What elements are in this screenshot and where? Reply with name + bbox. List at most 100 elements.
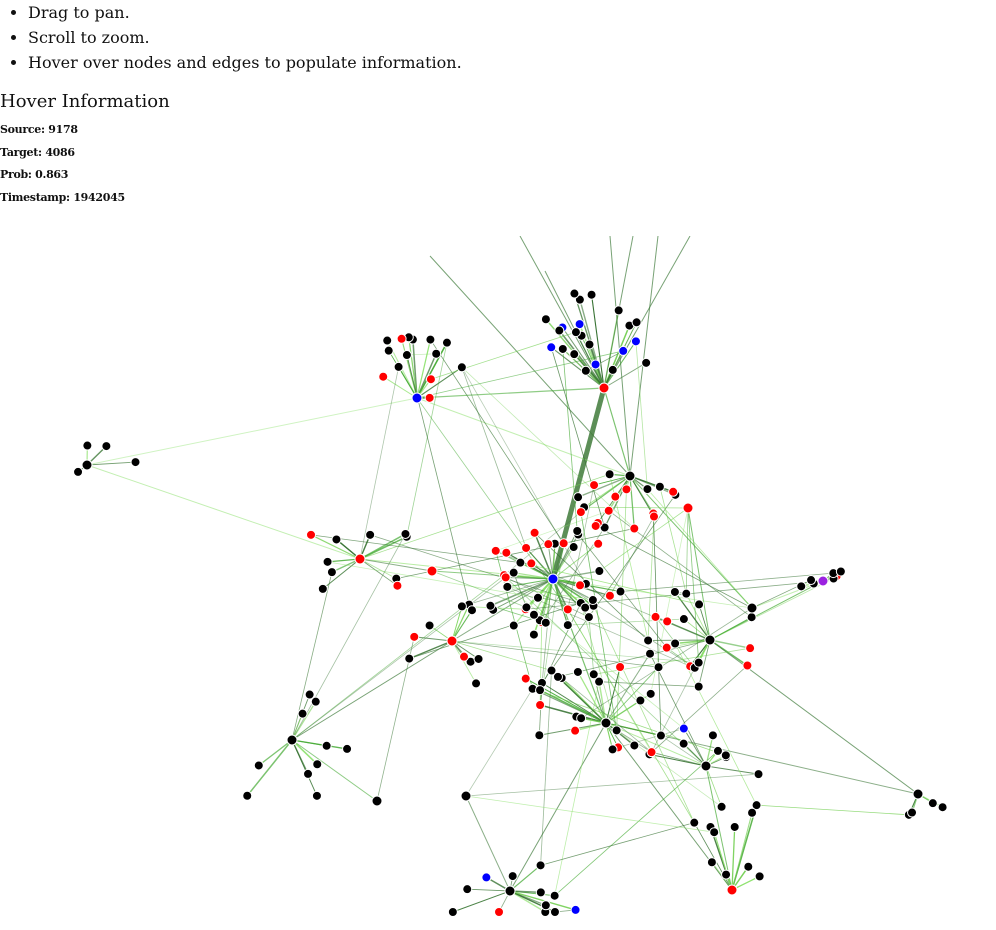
graph-node[interactable] xyxy=(590,359,601,370)
graph-edge[interactable] xyxy=(685,593,711,641)
graph-edge[interactable] xyxy=(408,640,453,660)
graph-edge[interactable] xyxy=(709,578,834,641)
graph-edge[interactable] xyxy=(465,688,533,797)
graph-node[interactable] xyxy=(574,319,585,330)
graph-node[interactable] xyxy=(471,678,482,689)
graph-node[interactable] xyxy=(540,900,551,911)
graph-node[interactable] xyxy=(485,600,496,611)
graph-node[interactable] xyxy=(562,620,573,631)
graph-node[interactable] xyxy=(743,861,754,872)
graph-node[interactable] xyxy=(662,616,673,627)
graph-node[interactable] xyxy=(557,343,568,354)
graph-node[interactable] xyxy=(693,681,704,692)
graph-node[interactable] xyxy=(404,653,415,664)
graph-node[interactable] xyxy=(610,491,621,502)
graph-edge[interactable] xyxy=(533,578,554,616)
graph-edge[interactable] xyxy=(86,464,361,560)
graph-node[interactable] xyxy=(331,534,342,545)
graph-edge[interactable] xyxy=(647,516,655,641)
graph-edge[interactable] xyxy=(520,562,700,605)
graph-node[interactable] xyxy=(426,565,438,577)
graph-node[interactable] xyxy=(586,289,597,300)
graph-node[interactable] xyxy=(546,342,557,353)
graph-node[interactable] xyxy=(613,305,624,316)
graph-node[interactable] xyxy=(321,740,332,751)
graph-edge[interactable] xyxy=(635,341,648,490)
graph-node[interactable] xyxy=(425,374,436,385)
graph-node[interactable] xyxy=(594,676,605,687)
graph-node[interactable] xyxy=(575,507,586,518)
graph-node[interactable] xyxy=(682,502,694,514)
graph-node[interactable] xyxy=(354,553,366,565)
graph-edge[interactable] xyxy=(490,578,554,607)
graph-edge[interactable] xyxy=(580,475,631,513)
graph-node[interactable] xyxy=(549,890,560,901)
graph-node[interactable] xyxy=(746,612,757,623)
graph-edge[interactable] xyxy=(507,586,685,729)
graph-node[interactable] xyxy=(535,887,546,898)
graph-node[interactable] xyxy=(572,666,583,677)
graph-edge[interactable] xyxy=(567,609,695,823)
graph-edge[interactable] xyxy=(430,339,565,544)
graph-edge[interactable] xyxy=(359,558,433,572)
graph-node[interactable] xyxy=(306,529,317,540)
graph-node[interactable] xyxy=(937,802,948,813)
graph-node[interactable] xyxy=(607,744,618,755)
graph-edge[interactable] xyxy=(698,604,711,641)
graph-edge[interactable] xyxy=(327,561,539,599)
graph-node[interactable] xyxy=(326,567,337,578)
graph-edge[interactable] xyxy=(756,804,909,816)
graph-node[interactable] xyxy=(654,481,665,492)
graph-node[interactable] xyxy=(547,573,559,585)
graph-edge[interactable] xyxy=(291,739,378,802)
graph-edge[interactable] xyxy=(513,572,527,608)
graph-node[interactable] xyxy=(342,743,353,754)
graph-node[interactable] xyxy=(707,730,718,741)
graph-node[interactable] xyxy=(311,790,322,801)
graph-node[interactable] xyxy=(411,392,423,404)
graph-node[interactable] xyxy=(653,662,664,673)
graph-node[interactable] xyxy=(540,617,551,628)
graph-node[interactable] xyxy=(515,557,526,568)
graph-edge[interactable] xyxy=(533,532,554,580)
graph-edge[interactable] xyxy=(683,618,711,641)
graph-node[interactable] xyxy=(650,611,661,622)
graph-edge[interactable] xyxy=(461,367,527,549)
graph-node[interactable] xyxy=(912,788,924,800)
graph-node[interactable] xyxy=(669,586,680,597)
graph-node[interactable] xyxy=(835,566,846,577)
graph-edge[interactable] xyxy=(545,578,554,623)
graph-edge[interactable] xyxy=(388,350,418,399)
graph-edge[interactable] xyxy=(359,366,399,560)
graph-edge[interactable] xyxy=(652,513,662,736)
graph-node[interactable] xyxy=(584,339,595,350)
graph-node[interactable] xyxy=(630,336,641,347)
graph-node[interactable] xyxy=(446,635,458,647)
graph-edge[interactable] xyxy=(431,570,527,608)
graph-node[interactable] xyxy=(641,357,652,368)
graph-node[interactable] xyxy=(927,798,938,809)
graph-node[interactable] xyxy=(473,653,484,664)
graph-edge[interactable] xyxy=(605,722,707,767)
graph-node[interactable] xyxy=(729,821,740,832)
graph-node[interactable] xyxy=(753,769,764,780)
graph-node[interactable] xyxy=(310,696,321,707)
graph-edge[interactable] xyxy=(705,765,759,775)
graph-node[interactable] xyxy=(508,567,519,578)
graph-node[interactable] xyxy=(645,688,656,699)
graph-node[interactable] xyxy=(81,459,93,471)
graph-node[interactable] xyxy=(721,869,732,880)
graph-edge[interactable] xyxy=(507,578,554,588)
graph-node[interactable] xyxy=(535,700,546,711)
graph-node[interactable] xyxy=(629,740,640,751)
graph-node[interactable] xyxy=(594,566,605,577)
graph-node[interactable] xyxy=(371,795,383,807)
graph-node[interactable] xyxy=(101,441,112,452)
graph-edge[interactable] xyxy=(540,822,695,866)
graph-edge[interactable] xyxy=(370,534,581,604)
graph-node[interactable] xyxy=(817,575,829,587)
graph-node[interactable] xyxy=(378,371,389,382)
graph-edge[interactable] xyxy=(552,578,594,607)
graph-node[interactable] xyxy=(549,907,560,917)
graph-node[interactable] xyxy=(668,486,679,497)
